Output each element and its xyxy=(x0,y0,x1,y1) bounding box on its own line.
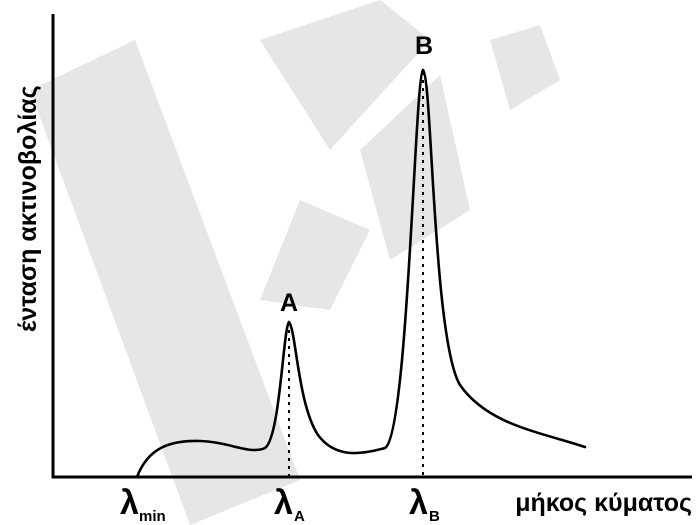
x-mark-subscript: min xyxy=(139,508,166,525)
x-axis-label: μήκος κύματος xyxy=(515,489,692,517)
x-mark-lambda-min: λ min xyxy=(120,484,166,525)
x-mark-lambda-a: λ A xyxy=(274,484,305,525)
x-mark-symbol: λ xyxy=(409,484,428,522)
x-mark-symbol: λ xyxy=(120,484,139,522)
x-mark-subscript: B xyxy=(429,508,440,525)
x-mark-lambda-b: λ B xyxy=(409,484,440,525)
peak-a-label: A xyxy=(280,289,298,317)
x-mark-subscript: A xyxy=(294,508,305,525)
spectrum-curve xyxy=(135,68,587,479)
x-mark-symbol: λ xyxy=(274,484,293,522)
watermark xyxy=(30,0,560,525)
y-axis-label: ένταση ακτινοβολίας xyxy=(14,85,42,332)
peak-b-label: B xyxy=(415,32,433,60)
